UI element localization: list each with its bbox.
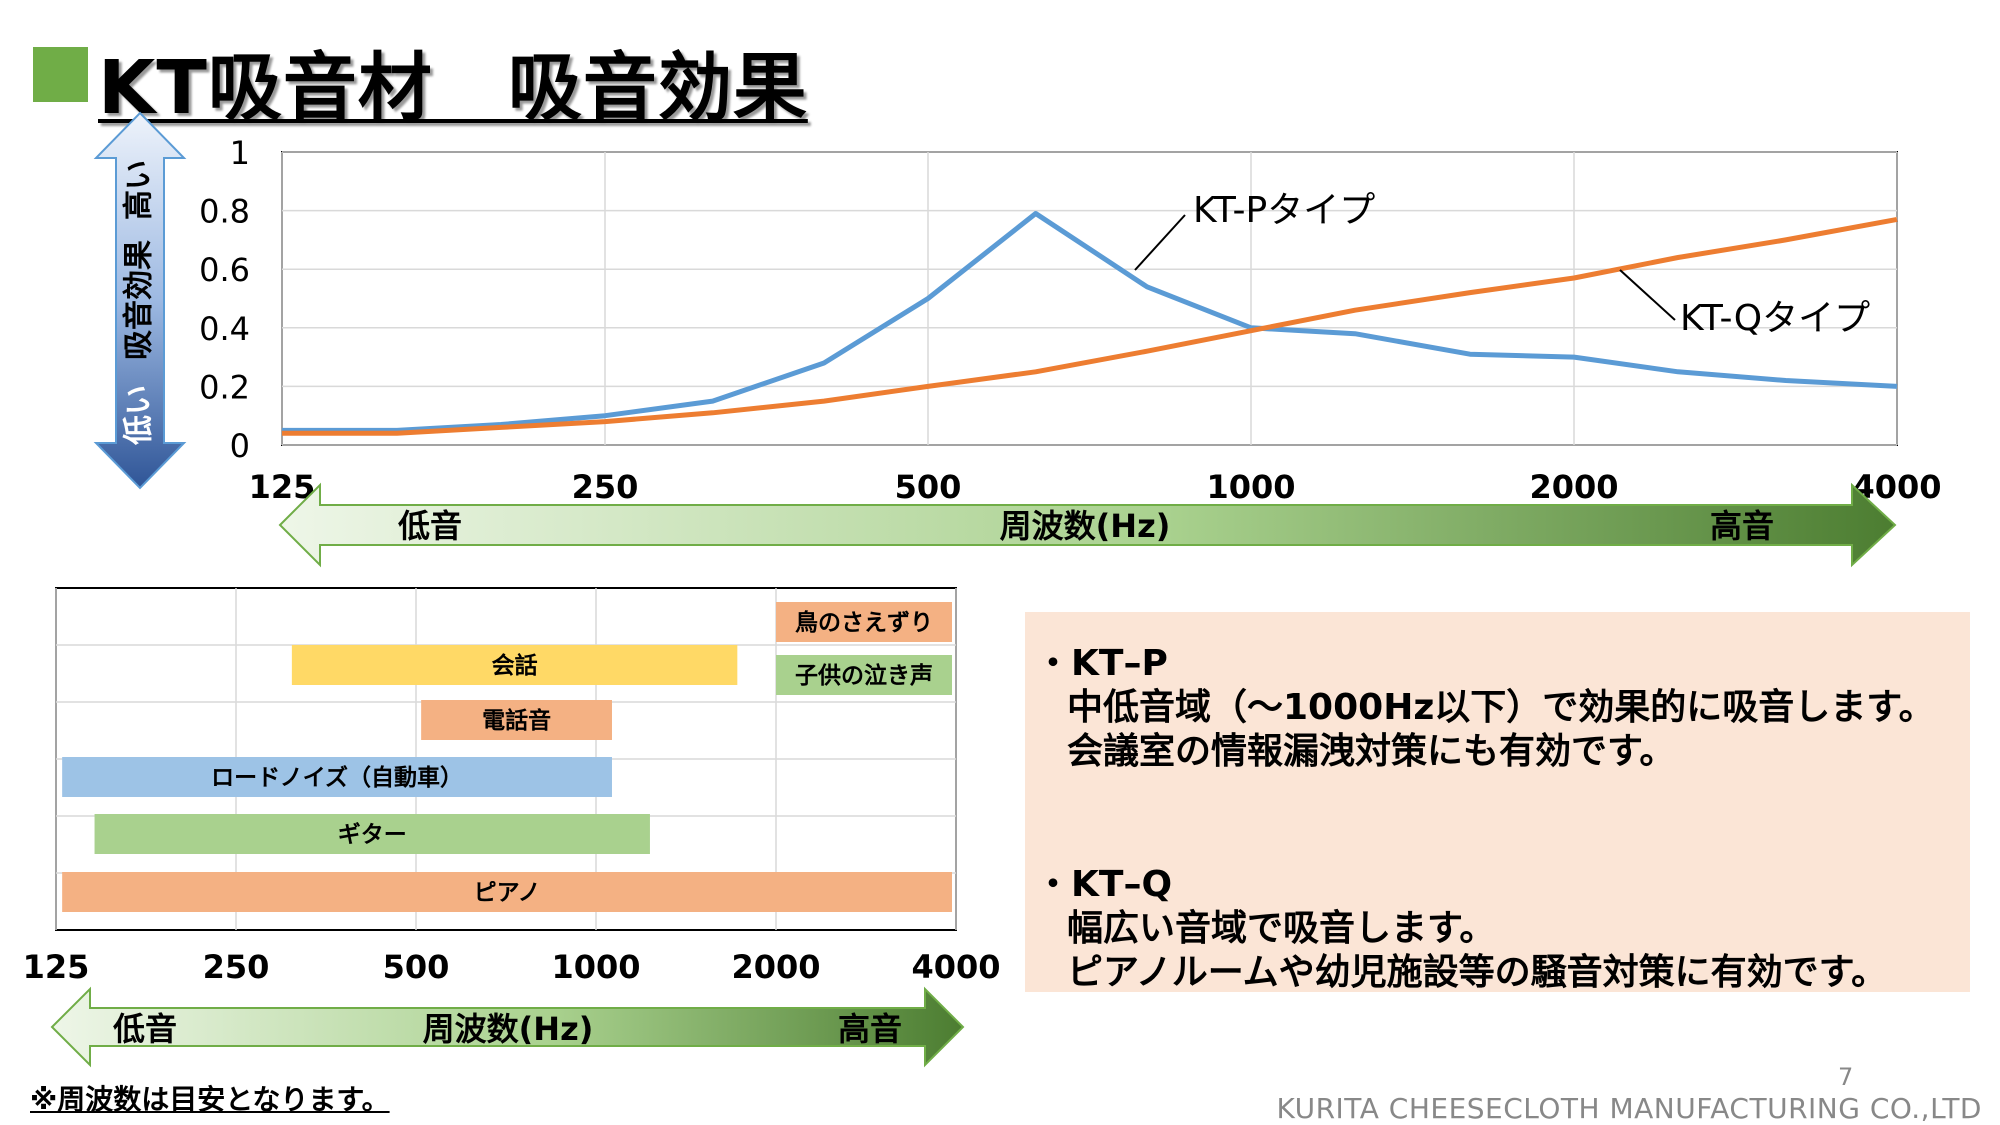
callout-leader-q	[1619, 269, 1676, 321]
page-number: 7	[1838, 1063, 1854, 1091]
range-x-tick-labels: 125 250 500 1000 2000 4000	[23, 948, 1001, 986]
freq-label-middle: 周波数(Hz)	[1000, 507, 1171, 545]
range-x-tick-label: 125	[23, 948, 90, 986]
series-line-kt-q	[282, 216, 1898, 436]
y-tick-label: 1	[230, 134, 250, 172]
range-bar-label: 会話	[492, 652, 538, 679]
plot-area	[281, 151, 1898, 446]
arrow-label-effect: 吸音効果	[122, 240, 157, 360]
range-bar	[776, 602, 952, 642]
range-frequency-arrow	[50, 986, 965, 1068]
range-bar-label: 子供の泣き声	[795, 662, 933, 689]
y-tick-label: 0.6	[199, 251, 250, 289]
range-bar	[94, 814, 650, 854]
page-title: KT吸音材 吸音効果	[98, 45, 808, 131]
note-kt-p-line1: 中低音域（～1000Hz以下）で効果的に吸音します。	[1067, 687, 1935, 728]
range-freq-label-middle: 周波数(Hz)	[423, 1010, 594, 1048]
arrow-label-low: 低い	[122, 385, 157, 446]
x-tick-label: 2000	[1529, 468, 1618, 506]
title-marker	[33, 47, 88, 102]
range-bar	[62, 872, 953, 912]
freq-label-high: 高音	[1710, 507, 1774, 545]
y-tick-label: 0.4	[199, 310, 250, 348]
range-bar-label: ギター	[338, 822, 407, 848]
note-kt-p-line2: 会議室の情報漏洩対策にも有効です。	[1067, 731, 1676, 772]
range-x-tick-label: 500	[383, 948, 450, 986]
range-bar	[776, 655, 952, 695]
range-bar-label: 電話音	[482, 707, 551, 734]
absorption-chart: 高い 吸音効果 低い 00.20.40.60.81 125 250 500 1000 2…	[93, 111, 1942, 568]
range-bar	[291, 645, 738, 685]
product-notes: ・KT–P 中低音域（～1000Hz以下）で効果的に吸音します。 会議室の情報漏…	[1025, 612, 1970, 993]
callout-leader-p	[1134, 214, 1186, 271]
range-x-tick-label: 2000	[731, 948, 820, 986]
note-kt-q-line1: 幅広い音域で吸音します。	[1067, 908, 1496, 949]
x-tick-label: 500	[895, 468, 962, 506]
range-freq-label-high: 高音	[838, 1010, 902, 1048]
note-heading-kt-q: ・KT–Q	[1035, 864, 1173, 905]
x-tick-label: 250	[572, 468, 639, 506]
x-tick-labels: 125 250 500 1000 2000 4000	[249, 468, 1942, 506]
y-tick-label: 0.2	[199, 368, 250, 406]
range-x-tick-label: 4000	[911, 948, 1000, 986]
arrow-label-high: 高い	[122, 160, 157, 220]
company-name: KURITA CHEESECLOTH MANUFACTURING CO.,LTD	[1276, 1092, 1982, 1125]
series-line-kt-p	[282, 211, 1898, 433]
range-freq-label-low: 低音	[113, 1010, 177, 1048]
y-tick-labels: 0 0.2 0.4 0.6 0.8 1	[199, 134, 250, 465]
note-kt-q-line2: ピアノルームや幼児施設等の騒音対策に有効です。	[1067, 952, 1888, 993]
callout-label-q: KT-Qタイプ	[1680, 298, 1870, 339]
range-bar-label: 鳥のさえずり	[795, 609, 933, 636]
range-x-tick-label: 250	[203, 948, 270, 986]
y-tick-label: 0.8	[199, 193, 250, 231]
range-bar	[62, 757, 612, 797]
x-tick-label: 1000	[1206, 468, 1295, 506]
range-bar	[421, 700, 612, 740]
range-bar-label: ピアノ	[474, 880, 541, 906]
range-bar-label: ロードノイズ（自動車）	[211, 764, 463, 791]
frequency-arrow	[278, 482, 1897, 568]
callout-label-p: KT-Pタイプ	[1193, 190, 1375, 231]
y-tick-label: 0	[230, 427, 250, 465]
footnote: ※周波数は目安となります。	[30, 1083, 390, 1116]
note-heading-kt-p: ・KT–P	[1035, 643, 1168, 684]
freq-label-low: 低音	[398, 507, 462, 545]
series-lines	[282, 211, 1898, 436]
range-x-tick-label: 1000	[551, 948, 640, 986]
absorption-effect-arrow	[93, 111, 187, 490]
